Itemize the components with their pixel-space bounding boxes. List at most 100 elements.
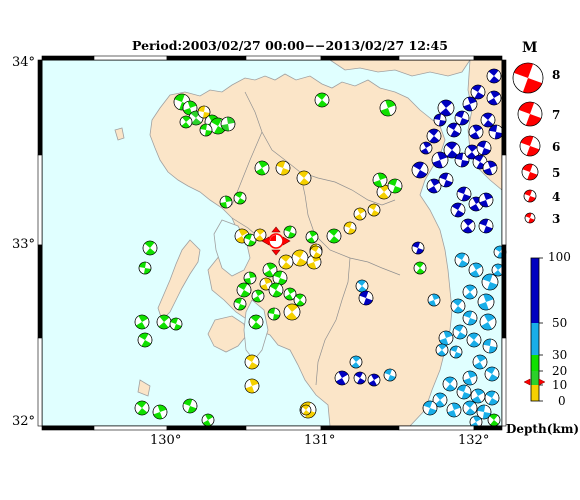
earthquake-mechanism — [283, 303, 301, 321]
magnitude-ball-5 — [521, 163, 539, 181]
earthquake-mechanism — [450, 202, 466, 218]
earthquake-mechanism — [426, 178, 442, 194]
earthquake-mechanism — [452, 324, 468, 340]
earthquake-mechanism — [379, 99, 397, 117]
earthquake-mechanism — [142, 240, 158, 256]
mag-label-7: 7 — [552, 108, 561, 122]
earthquake-mechanism — [462, 370, 478, 386]
depth-colorbar — [523, 257, 546, 402]
earthquake-mechanism — [470, 84, 486, 100]
earthquake-mechanism — [468, 262, 484, 278]
earthquake-mechanism — [419, 141, 433, 155]
earthquake-mechanism — [201, 413, 215, 427]
earthquake-mechanism — [487, 413, 501, 427]
earthquake-mechanism — [355, 279, 369, 293]
lon-label-130: 130° — [150, 433, 182, 448]
earthquake-mechanism — [296, 170, 312, 186]
magnitude-ball-3 — [524, 212, 536, 224]
earthquake-mechanism — [233, 297, 247, 311]
earthquake-mechanism — [219, 195, 233, 209]
depth-tick-10: 10 — [552, 378, 568, 392]
earthquake-mechanism — [383, 368, 397, 382]
earthquake-mechanism — [472, 354, 488, 370]
earthquake-mechanism — [442, 376, 458, 392]
magnitude-ball-6 — [519, 135, 541, 157]
depth-tick-20: 20 — [552, 364, 568, 378]
earthquake-mechanism — [484, 366, 500, 382]
earthquake-mechanism — [432, 392, 448, 408]
earthquake-mechanism — [199, 123, 213, 137]
earthquake-mechanism — [456, 186, 472, 202]
depth-legend-title: Depth(km) — [506, 422, 580, 436]
earthquake-mechanism — [179, 115, 193, 129]
mag-label-3: 3 — [552, 212, 561, 226]
earthquake-mechanism — [480, 112, 496, 128]
earthquake-mechanism — [411, 161, 429, 179]
earthquake-mechanism — [253, 228, 267, 242]
earthquake-mechanism — [462, 96, 478, 112]
earthquake-mechanism — [450, 298, 466, 314]
latest-depth-marker — [523, 378, 531, 386]
lon-label-132: 132° — [458, 433, 490, 448]
earthquake-mechanism — [343, 221, 357, 235]
earthquake-mechanism — [462, 310, 478, 326]
earthquake-mechanism — [470, 388, 486, 404]
earthquake-mechanism — [220, 116, 236, 132]
earthquake-mechanism — [413, 261, 427, 275]
earthquake-mechanism — [426, 128, 442, 144]
earthquake-mechanism — [353, 371, 367, 385]
earthquake-mechanism — [454, 110, 470, 126]
earthquake-mechanism — [479, 313, 497, 331]
koshiki-islands — [137, 379, 151, 397]
earthquake-mechanism — [482, 160, 498, 176]
amakusa-islands — [207, 315, 247, 353]
earthquake-mechanism — [476, 140, 492, 156]
lat-label-34: 34° — [12, 55, 36, 70]
earthquake-mechanism — [251, 289, 265, 303]
earthquake-mechanism — [486, 90, 502, 106]
earthquake-mechanism — [446, 402, 462, 418]
earthquake-mechanism — [272, 270, 288, 286]
earthquake-mechanism — [244, 354, 260, 370]
earthquake-mechanism — [248, 314, 264, 330]
earthquake-mechanism — [349, 355, 363, 369]
lat-label-32: 32° — [12, 414, 36, 429]
earthquake-mechanism — [478, 218, 494, 234]
earthquake-mechanism — [152, 404, 168, 420]
mag-label-6: 6 — [552, 140, 561, 154]
earthquake-mechanism — [427, 293, 441, 307]
earthquake-mechanism — [454, 152, 470, 168]
depth-tick-30: 30 — [552, 348, 568, 362]
earthquake-mechanism — [462, 400, 478, 416]
lat-label-33: 33° — [12, 237, 36, 252]
tsushima-island — [114, 127, 125, 141]
earthquake-mechanism — [334, 370, 350, 386]
depth-tick-100: 100 — [548, 250, 571, 264]
earthquake-mechanism — [243, 271, 257, 285]
earthquake-mechanism — [488, 124, 504, 140]
earthquake-mechanism — [468, 124, 484, 140]
depth-tick-50: 50 — [552, 316, 568, 330]
earthquake-mechanism — [236, 282, 252, 298]
earthquake-mechanism — [300, 404, 312, 416]
earthquake-mechanism — [454, 252, 470, 268]
earthquake-mechanism — [309, 245, 323, 259]
earthquake-mechanism — [464, 144, 480, 160]
earthquake-mechanism — [491, 263, 505, 277]
earthquake-mechanism — [486, 68, 502, 84]
earthquake-mechanism — [484, 390, 500, 406]
earthquake-mechanism — [262, 262, 278, 278]
depth-tick-0: 0 — [558, 394, 566, 408]
honshu-coast — [328, 59, 471, 77]
earthquake-mechanism — [314, 92, 330, 108]
mag-label-8: 8 — [552, 68, 561, 82]
earthquake-mechanism — [358, 290, 374, 306]
earthquake-mechanism — [353, 207, 367, 221]
magnitude-ball-7 — [517, 101, 543, 127]
earthquake-mechanism — [293, 293, 307, 307]
earthquake-mechanism — [267, 307, 281, 321]
earthquake-mechanism — [449, 345, 463, 359]
earthquake-mechanism — [182, 398, 198, 414]
earthquake-mechanism — [169, 317, 183, 331]
